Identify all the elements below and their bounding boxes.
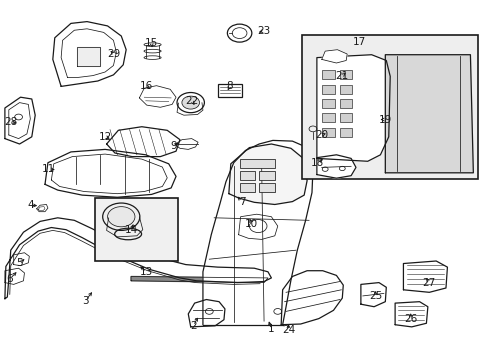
Bar xyxy=(339,113,351,122)
Polygon shape xyxy=(5,97,35,144)
Text: 1: 1 xyxy=(267,324,274,334)
Polygon shape xyxy=(316,55,389,161)
Polygon shape xyxy=(228,144,306,204)
Text: 25: 25 xyxy=(368,291,382,301)
Polygon shape xyxy=(385,55,472,173)
Text: 17: 17 xyxy=(352,37,366,48)
Bar xyxy=(259,183,274,192)
Bar xyxy=(239,171,255,180)
Text: 8: 8 xyxy=(226,81,233,91)
Text: 14: 14 xyxy=(124,225,138,235)
Text: 2: 2 xyxy=(189,321,196,331)
Text: 19: 19 xyxy=(378,114,391,125)
Polygon shape xyxy=(45,149,176,197)
Text: 3: 3 xyxy=(82,296,89,306)
Polygon shape xyxy=(360,283,386,307)
Polygon shape xyxy=(281,271,343,325)
Text: 22: 22 xyxy=(184,96,198,106)
Bar xyxy=(239,183,255,192)
Bar xyxy=(95,198,177,261)
Polygon shape xyxy=(316,155,355,178)
Text: 26: 26 xyxy=(403,314,417,324)
Text: 20: 20 xyxy=(315,130,327,140)
Bar xyxy=(259,171,274,180)
Polygon shape xyxy=(321,50,346,63)
Polygon shape xyxy=(106,127,180,157)
Polygon shape xyxy=(5,218,271,299)
Text: 24: 24 xyxy=(281,325,295,336)
Bar xyxy=(321,99,335,108)
Bar xyxy=(339,70,351,79)
Polygon shape xyxy=(175,139,198,149)
Text: 16: 16 xyxy=(140,81,153,91)
Text: 12: 12 xyxy=(98,132,112,142)
Bar xyxy=(217,84,242,97)
Bar xyxy=(239,159,274,168)
Polygon shape xyxy=(403,261,447,292)
Text: 10: 10 xyxy=(245,219,258,229)
Polygon shape xyxy=(139,86,176,107)
Bar xyxy=(321,85,335,94)
Polygon shape xyxy=(14,253,29,266)
Circle shape xyxy=(182,96,199,109)
Polygon shape xyxy=(394,302,427,327)
Bar xyxy=(321,128,335,137)
Bar xyxy=(339,85,351,94)
Text: 6: 6 xyxy=(6,274,13,284)
Polygon shape xyxy=(238,214,277,239)
Polygon shape xyxy=(53,22,126,86)
Text: 9: 9 xyxy=(170,141,177,151)
Text: 4: 4 xyxy=(27,200,34,210)
Circle shape xyxy=(107,207,135,227)
Text: 21: 21 xyxy=(335,71,348,81)
Polygon shape xyxy=(203,140,312,325)
Bar xyxy=(302,35,477,179)
Text: 13: 13 xyxy=(140,267,153,277)
Polygon shape xyxy=(5,268,24,284)
Bar xyxy=(339,99,351,108)
Polygon shape xyxy=(131,276,267,283)
Bar xyxy=(339,128,351,137)
Polygon shape xyxy=(37,204,48,212)
Text: 11: 11 xyxy=(42,164,56,174)
Text: 7: 7 xyxy=(238,197,245,207)
Bar xyxy=(321,70,335,79)
Text: 23: 23 xyxy=(257,26,270,36)
Polygon shape xyxy=(188,300,224,327)
Text: 15: 15 xyxy=(144,38,158,48)
Text: 29: 29 xyxy=(106,49,120,59)
Text: 18: 18 xyxy=(310,158,324,168)
Text: 5: 5 xyxy=(16,258,23,268)
Polygon shape xyxy=(77,47,100,66)
Bar xyxy=(321,113,335,122)
Text: 27: 27 xyxy=(422,278,435,288)
Text: 28: 28 xyxy=(4,117,18,127)
